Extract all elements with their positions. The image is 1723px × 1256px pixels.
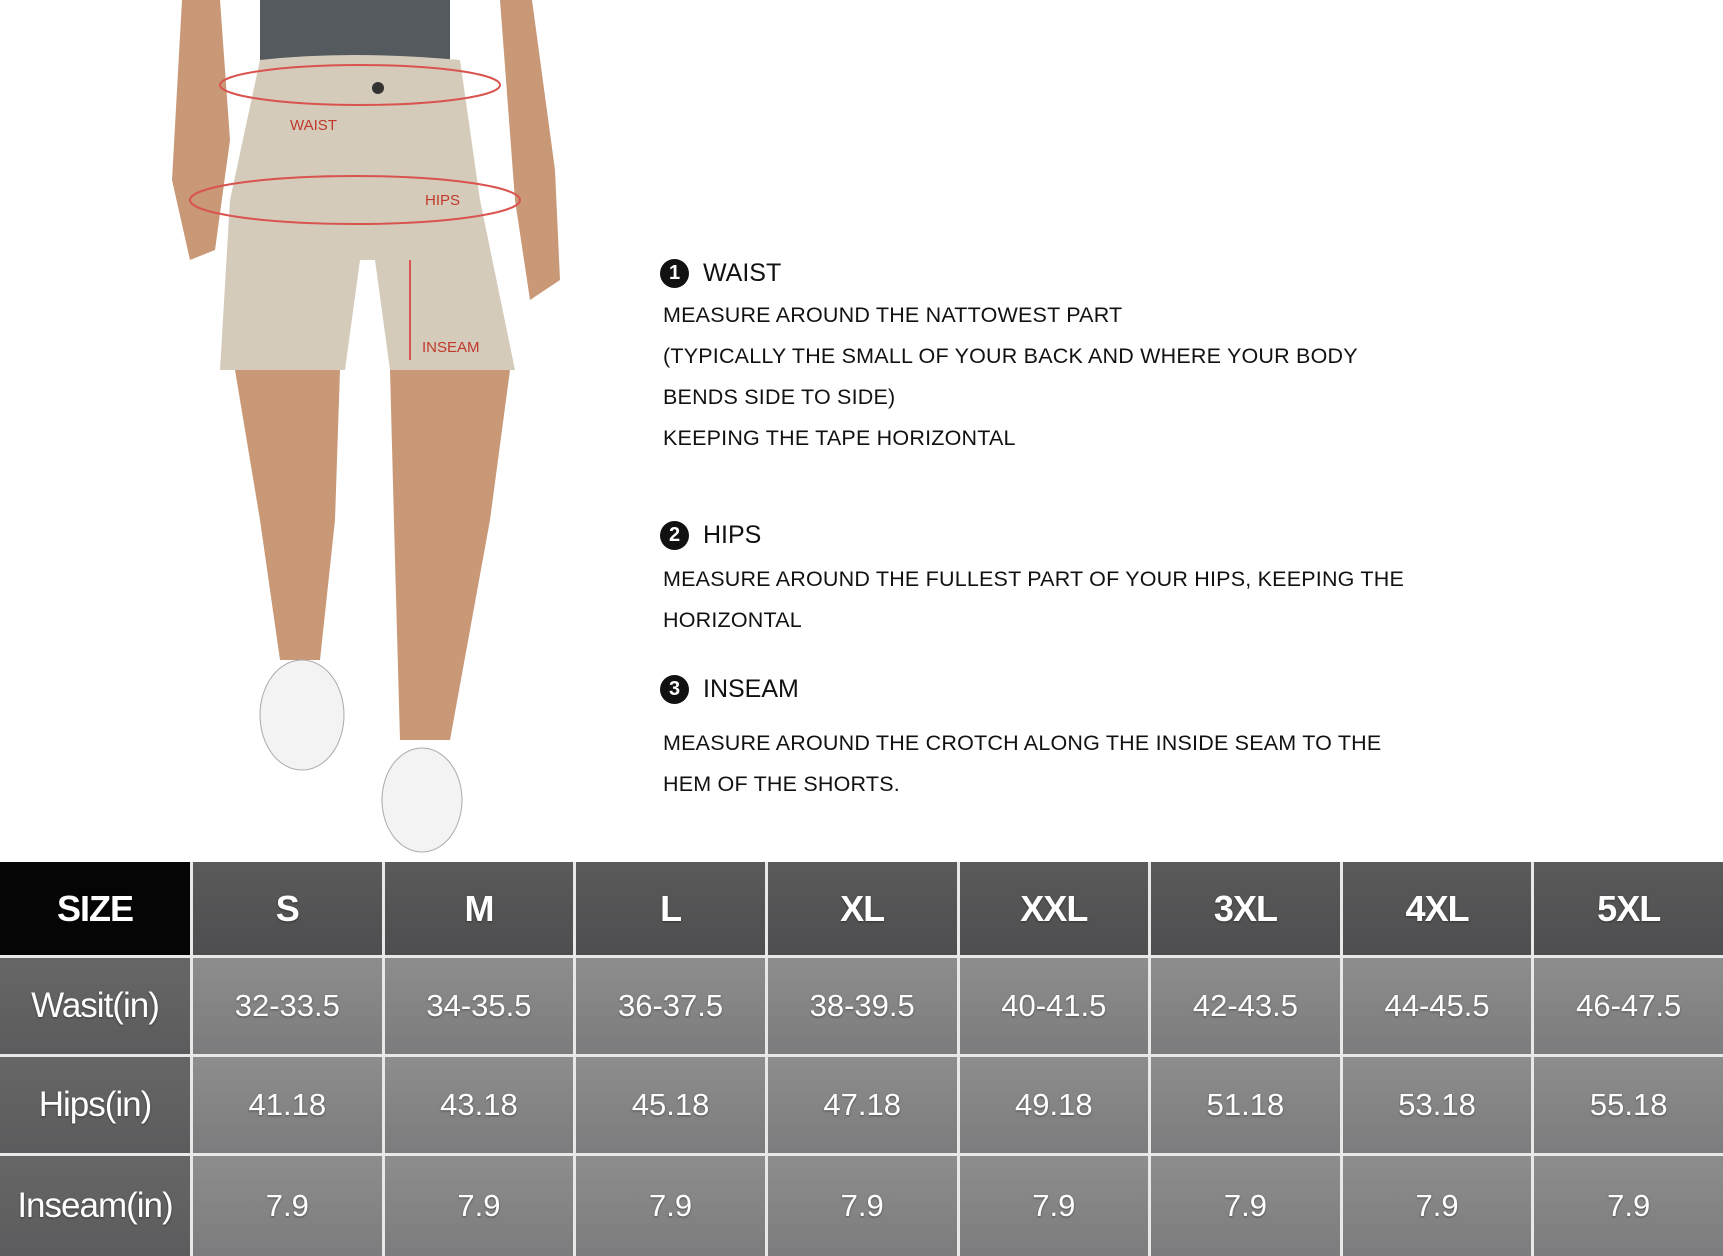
guide-text: HEM OF THE SHORTS. (663, 772, 900, 796)
table-cell: 7.9 (1342, 1156, 1532, 1256)
table-cell: 40-41.5 (959, 958, 1149, 1054)
number-badge-icon: 3 (660, 674, 689, 704)
hips-label: HIPS (425, 192, 460, 209)
size-header: SIZE (0, 862, 190, 955)
table-cell: 7.9 (767, 1156, 957, 1256)
guide-text: HORIZONTAL (663, 608, 802, 632)
table-cell: 32-33.5 (193, 958, 382, 1054)
size-column-header: M (384, 862, 574, 955)
size-column-header: 5XL (1534, 862, 1723, 955)
size-column-header: 4XL (1342, 862, 1532, 955)
table-cell: 51.18 (1151, 1057, 1340, 1153)
table-cell: 49.18 (959, 1057, 1149, 1153)
table-cell: 42-43.5 (1151, 958, 1340, 1054)
row-label: Inseam(in) (0, 1156, 190, 1256)
table-cell: 7.9 (576, 1156, 765, 1256)
inseam-label: INSEAM (422, 339, 480, 356)
guide-hips: 2 HIPS MEASURE AROUND THE FULLEST PART OF… (660, 517, 1660, 641)
number-badge-icon: 2 (660, 520, 689, 550)
size-column-header: XL (767, 862, 957, 955)
size-column-header: 3XL (1151, 862, 1340, 955)
guide-inseam: 3 INSEAM MEASURE AROUND THE CROTCH ALONG … (660, 671, 1660, 805)
table-cell: 53.18 (1342, 1057, 1532, 1153)
row-label: Hips(in) (0, 1057, 190, 1153)
table-cell: 36-37.5 (576, 958, 765, 1054)
table-cell: 38-39.5 (767, 958, 957, 1054)
table-cell: 7.9 (1151, 1156, 1340, 1256)
section-title: HIPS (703, 520, 762, 549)
section-title: WAIST (703, 258, 782, 287)
guide-text: BENDS SIDE TO SIDE) (663, 385, 896, 409)
guide-text: MEASURE AROUND THE NATTOWEST PART (663, 303, 1123, 327)
table-cell: 7.9 (1534, 1156, 1723, 1256)
guide-text: MEASURE AROUND THE FULLEST PART OF YOUR … (663, 567, 1404, 591)
row-label: Wasit(in) (0, 958, 190, 1054)
size-column-header: S (193, 862, 382, 955)
number-badge-icon: 1 (660, 258, 689, 288)
table-cell: 7.9 (959, 1156, 1149, 1256)
model-figure: WAIST HIPS INSEAM (160, 0, 600, 860)
table-cell: 43.18 (384, 1057, 574, 1153)
guide-waist: 1 WAIST MEASURE AROUND THE NATTOWEST PART… (660, 255, 1660, 459)
guide-text: MEASURE AROUND THE CROTCH ALONG THE INSI… (663, 731, 1382, 755)
table-cell: 34-35.5 (384, 958, 574, 1054)
table-cell: 46-47.5 (1534, 958, 1723, 1054)
size-column-header: L (576, 862, 765, 955)
table-cell: 47.18 (767, 1057, 957, 1153)
section-title: INSEAM (703, 674, 799, 703)
table-cell: 45.18 (576, 1057, 765, 1153)
size-chart-table: SIZE S M L XL XXL 3XL 4XL 5XL Wasit(in) 32-33.5 34-… (0, 862, 1723, 1256)
measurement-guide: 1 WAIST MEASURE AROUND THE NATTOWEST PART… (660, 255, 1660, 805)
shorts-illustration: WAIST HIPS INSEAM (172, 0, 560, 853)
table-cell: 7.9 (384, 1156, 574, 1256)
guide-text: KEEPING THE TAPE HORIZONTAL (663, 426, 1016, 450)
table-cell: 55.18 (1534, 1057, 1723, 1153)
table-cell: 41.18 (193, 1057, 382, 1153)
size-column-header: XXL (959, 862, 1149, 955)
waist-label: WAIST (290, 117, 337, 134)
guide-text: (TYPICALLY THE SMALL OF YOUR BACK AND WH… (663, 344, 1358, 368)
table-cell: 44-45.5 (1342, 958, 1532, 1054)
table-cell: 7.9 (193, 1156, 382, 1256)
